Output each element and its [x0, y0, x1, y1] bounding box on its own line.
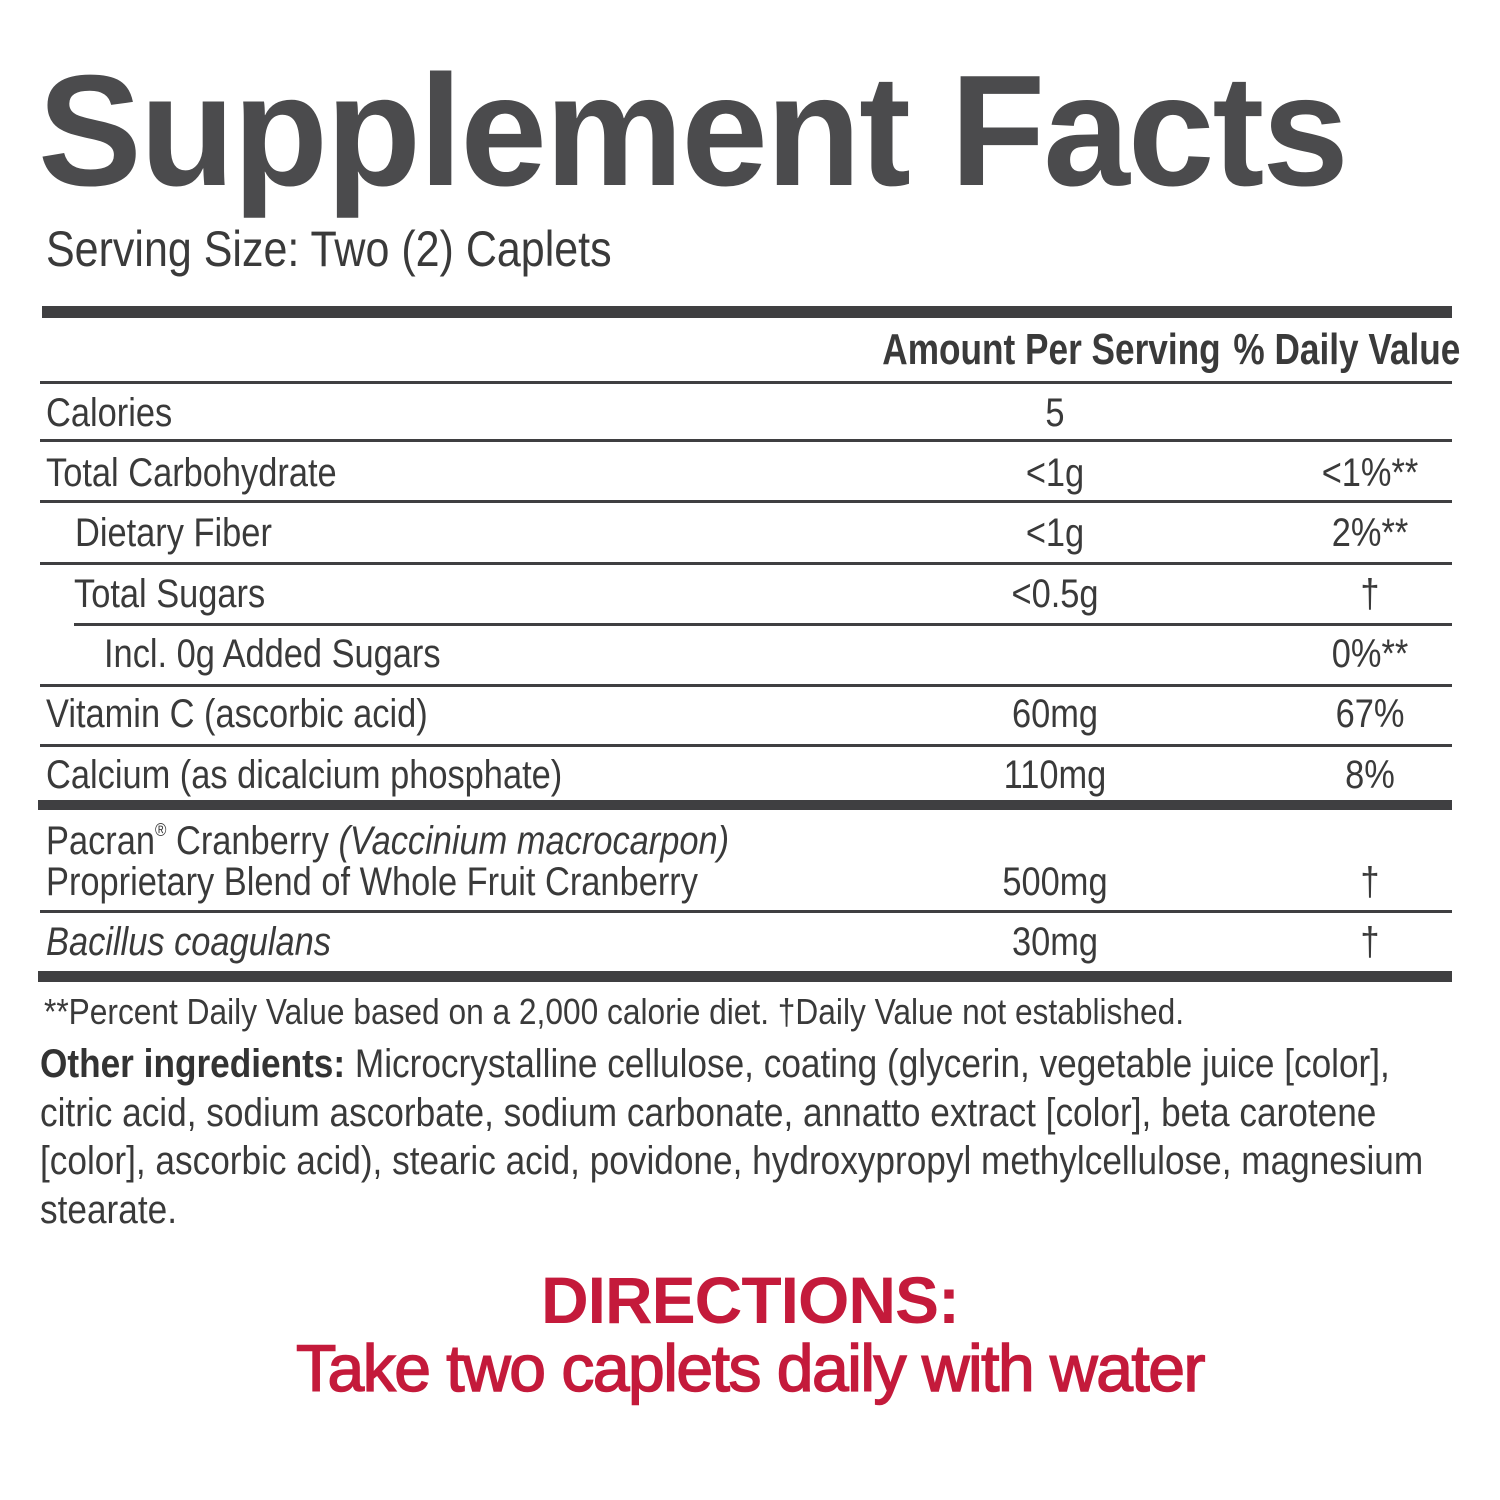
nutrient-label: Vitamin C (ascorbic acid) [46, 692, 428, 736]
nutrient-label: Calcium (as dicalcium phosphate) [46, 753, 563, 797]
nutrient-amount: 500mg [1002, 860, 1108, 904]
divider [40, 684, 1452, 687]
nutrient-dv: 67% [1335, 692, 1405, 736]
page-title: Supplement Facts [38, 43, 1349, 219]
divider-thick [38, 800, 1452, 810]
divider-thick-bottom [38, 971, 1452, 982]
nutrient-amount: <1g [1025, 451, 1085, 495]
nutrient-dv: 8% [1345, 753, 1395, 797]
nutrient-amount: 5 [1045, 391, 1065, 435]
nutrient-label: Total Sugars [74, 572, 266, 616]
nutrient-row-added-sugars: Incl. 0g Added Sugars 0%** [0, 630, 1500, 678]
nutrient-dv: † [1360, 860, 1380, 904]
latin-name: (Vaccinium macrocarpon) [338, 819, 730, 863]
nutrient-label: Dietary Fiber [75, 511, 272, 555]
nutrient-row-total-carbohydrate: Total Carbohydrate <1g <1%** [0, 449, 1500, 497]
nutrient-row-dietary-fiber: Dietary Fiber <1g 2%** [0, 509, 1500, 557]
divider [40, 910, 1452, 913]
serving-size: Serving Size: Two (2) Caplets [46, 221, 612, 277]
divider [40, 744, 1452, 747]
registered-mark: ® [155, 820, 167, 840]
nutrient-row-calcium: Calcium (as dicalcium phosphate) 110mg 8… [0, 751, 1500, 799]
nutrient-amount: 30mg [1011, 920, 1099, 964]
nutrient-amount: 60mg [1011, 692, 1099, 736]
blend-name: Pacran® Cranberry (Vaccinium macrocarpon… [46, 817, 729, 865]
nutrient-dv: † [1360, 572, 1380, 616]
nutrient-label: Total Carbohydrate [46, 451, 337, 495]
divider-thick-top [42, 306, 1452, 318]
blend-ingredient: Cranberry [166, 819, 339, 863]
nutrient-dv: 0%** [1331, 632, 1409, 676]
header-amount-per-serving: Amount Per Serving [882, 325, 1221, 374]
nutrient-label: Calories [46, 391, 173, 435]
blend-description: Proprietary Blend of Whole Fruit Cranber… [46, 860, 698, 904]
nutrient-amount: <1g [1025, 511, 1085, 555]
nutrient-dv: 2%** [1331, 511, 1409, 555]
nutrient-label: Incl. 0g Added Sugars [104, 632, 441, 676]
nutrient-row-vitamin-c: Vitamin C (ascorbic acid) 60mg 67% [0, 690, 1500, 738]
nutrient-dv: <1%** [1321, 451, 1419, 495]
nutrient-dv: † [1360, 920, 1380, 964]
other-ingredients-text: Microcrystalline cellulose, coating (gly… [40, 1042, 1424, 1232]
other-ingredients-label: Other ingredients: [40, 1042, 346, 1086]
brand-name: Pacran [46, 819, 156, 863]
header-daily-value: % Daily Value [1233, 325, 1461, 374]
divider [40, 381, 1452, 384]
nutrient-row-total-sugars: Total Sugars <0.5g † [0, 570, 1500, 618]
divider [40, 562, 1452, 565]
directions-heading: DIRECTIONS: [541, 1263, 960, 1337]
nutrient-row-calories: Calories 5 [0, 389, 1500, 437]
blend-row-line1: Pacran® Cranberry (Vaccinium macrocarpon… [0, 817, 1500, 865]
nutrient-label: Bacillus coagulans [46, 920, 331, 964]
nutrient-amount: <0.5g [1011, 572, 1099, 616]
nutrient-row-bacillus: Bacillus coagulans 30mg † [0, 918, 1500, 966]
nutrient-amount: 110mg [1003, 753, 1107, 797]
divider [40, 439, 1452, 442]
blend-row-line2: Proprietary Blend of Whole Fruit Cranber… [0, 858, 1500, 906]
divider [74, 623, 1452, 626]
other-ingredients: Other ingredients: Microcrystalline cell… [40, 1040, 1466, 1234]
footnote: **Percent Daily Value based on a 2,000 c… [44, 991, 1185, 1032]
directions-text: Take two caplets daily with water [295, 1330, 1206, 1406]
divider [40, 500, 1452, 503]
